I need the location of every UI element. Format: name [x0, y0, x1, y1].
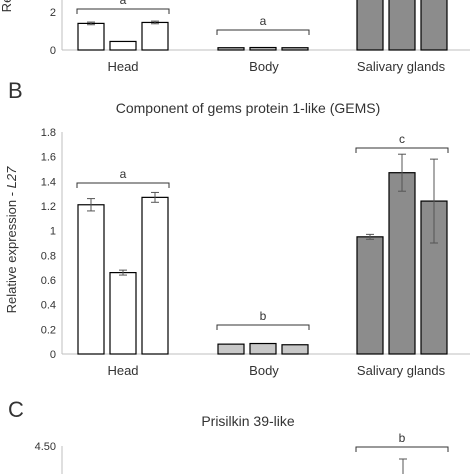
- bar: [141, 21, 169, 51]
- bar: [77, 22, 105, 51]
- bar: [249, 46, 277, 51]
- y-tick-label: 1: [50, 226, 56, 238]
- y-axis-label-gene: L27: [4, 166, 19, 188]
- significance-letter: b: [260, 309, 267, 323]
- y-axis-label-text: Relative expression -: [4, 188, 19, 313]
- panel-b-y-axis-label: Relative expression - L27: [4, 166, 19, 313]
- y-tick-label: 0.2: [41, 324, 56, 336]
- bar: [217, 47, 245, 51]
- significance-letter: a: [120, 0, 127, 7]
- significance-bracket: [355, 147, 449, 153]
- y-tick-label: 0.4: [41, 300, 56, 312]
- significance-bracket: [76, 182, 170, 188]
- panel-b-title: Component of gems protein 1-like (GEMS): [116, 100, 381, 116]
- panel-c-letter: C: [8, 397, 24, 422]
- significance-bracket: [216, 324, 310, 330]
- significance-letter: a: [120, 167, 127, 181]
- bar: [281, 47, 309, 51]
- significance-bracket: [216, 29, 310, 35]
- x-category-label: Head: [107, 363, 138, 378]
- panel-c-title: Prisilkin 39-like: [201, 413, 295, 429]
- y-tick-label: 0: [50, 45, 56, 57]
- bar: [77, 204, 105, 355]
- y-tick-label: 0.6: [41, 275, 56, 287]
- y-tick-label: 4.50: [35, 441, 56, 453]
- bar: [109, 40, 137, 51]
- bar: [356, 236, 384, 355]
- x-category-label: Body: [249, 59, 279, 74]
- y-tick-label: 1.6: [41, 152, 56, 164]
- significance-bracket: [355, 446, 449, 452]
- y-tick-label: 1.8: [41, 127, 56, 139]
- panel-b-chart: 0 0.2 0.4 0.6 0.8 1 1.2 1.4 1.6 1.8 a b c Head Body Sal…: [41, 127, 470, 378]
- significance-letter: a: [260, 14, 267, 28]
- panel-a-chart: 0 2 a a Head Body Salivary glands Re: [0, 0, 470, 74]
- y-tick-label: 0: [50, 349, 56, 361]
- panel-c-chart: 4.50 b: [35, 431, 449, 474]
- bar: [281, 344, 309, 355]
- bar: [356, 0, 384, 51]
- significance-bracket: [76, 8, 170, 14]
- bar: [388, 0, 416, 51]
- significance-letter: c: [399, 132, 405, 146]
- panel-b-letter: B: [8, 78, 23, 103]
- y-tick-label: 0.8: [41, 250, 56, 262]
- x-category-label: Body: [249, 363, 279, 378]
- bar: [141, 196, 169, 355]
- significance-letter: b: [399, 431, 406, 445]
- bar: [109, 272, 137, 355]
- y-tick-label: 1.4: [41, 176, 56, 188]
- bar: [420, 0, 448, 51]
- bar: [388, 172, 416, 355]
- bar: [249, 342, 277, 355]
- x-category-label: Salivary glands: [357, 363, 446, 378]
- y-tick-label: 1.2: [41, 201, 56, 213]
- x-category-label: Salivary glands: [357, 59, 446, 74]
- y-tick-label: 2: [50, 7, 56, 19]
- y-axis-label: Re: [0, 0, 14, 12]
- x-category-label: Head: [107, 59, 138, 74]
- bar: [217, 343, 245, 355]
